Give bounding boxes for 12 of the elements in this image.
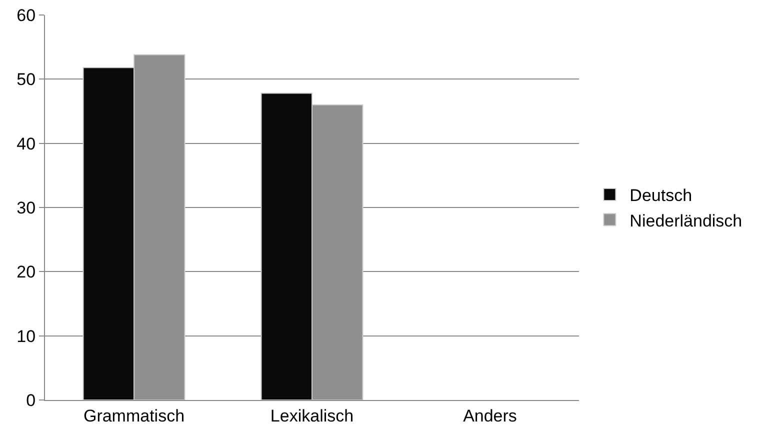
x-tick-label: Lexikalisch: [270, 406, 354, 426]
legend-label: Deutsch: [630, 186, 692, 206]
y-tick-label: 50: [16, 70, 36, 90]
legend-label: Niederländisch: [630, 211, 742, 230]
y-tick-label: 20: [16, 262, 36, 282]
y-tick-label: 0: [26, 390, 36, 410]
y-tick-label: 40: [16, 134, 36, 154]
x-tick-label: Anders: [463, 406, 517, 426]
x-tick-label: Grammatisch: [83, 406, 185, 426]
y-tick-label: 60: [16, 6, 36, 25]
y-tick-label: 10: [16, 326, 36, 346]
y-tick-label: 30: [16, 198, 36, 218]
